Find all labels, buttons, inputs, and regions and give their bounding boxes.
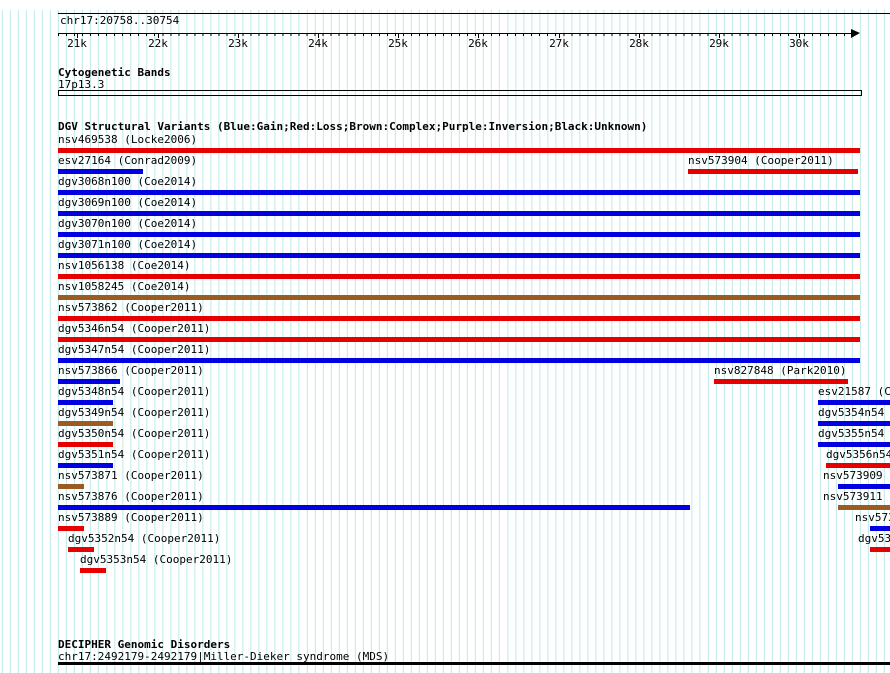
variant-bar[interactable] [58, 358, 860, 363]
variant-bar[interactable] [838, 505, 890, 510]
variant-bar[interactable] [58, 484, 84, 489]
ruler-tick [799, 33, 800, 38]
variant-bar[interactable] [58, 316, 860, 321]
ruler-tick-label: 26k [468, 37, 488, 50]
variant-label[interactable]: nsv573911 [823, 490, 883, 503]
decipher-title: DECIPHER Genomic Disorders [58, 638, 231, 651]
variant-bar[interactable] [870, 547, 890, 552]
ruler-tick [639, 33, 640, 38]
variant-label[interactable]: dgv5348n54 (Cooper2011) [58, 385, 211, 398]
variant-label[interactable]: esv21587 (Co [818, 385, 890, 398]
ruler-tick-label: 22k [148, 37, 168, 50]
variant-bar[interactable] [818, 442, 890, 447]
ruler-tick [478, 33, 479, 38]
variant-label[interactable]: esv27164 (Conrad2009) [58, 154, 198, 167]
cytoband-box[interactable] [58, 90, 862, 96]
ruler-tick-label: 23k [228, 37, 248, 50]
variant-bar[interactable] [58, 295, 860, 300]
variant-bar[interactable] [818, 421, 890, 426]
variant-label[interactable]: nsv573 [855, 511, 890, 524]
decipher-bar[interactable] [58, 662, 890, 665]
variant-label[interactable]: dgv5353n54 (Cooper2011) [80, 553, 233, 566]
variant-bar[interactable] [58, 421, 113, 426]
cytobands-title: Cytogenetic Bands [58, 66, 171, 79]
ruler-minor-ticks [58, 33, 853, 36]
decipher-entry-label[interactable]: chr17:2492179-2492179|Miller-Dieker synd… [58, 650, 390, 663]
variant-bar[interactable] [58, 253, 860, 258]
variant-label[interactable]: dgv5352n54 (Cooper2011) [68, 532, 221, 545]
variant-bar[interactable] [688, 169, 858, 174]
ruler-tick-label: 28k [629, 37, 649, 50]
variant-label[interactable]: nsv573876 (Cooper2011) [58, 490, 204, 503]
variant-bar[interactable] [870, 526, 890, 531]
variant-bar[interactable] [838, 484, 890, 489]
variant-label[interactable]: dgv5346n54 (Cooper2011) [58, 322, 211, 335]
variant-bar[interactable] [58, 148, 860, 153]
variant-label[interactable]: nsv573871 (Cooper2011) [58, 469, 204, 482]
variant-label[interactable]: nsv469538 (Locke2006) [58, 133, 198, 146]
top-divider [58, 13, 890, 14]
variant-bar[interactable] [58, 232, 860, 237]
variant-bar[interactable] [58, 505, 690, 510]
variant-label[interactable]: dgv5356n54 [826, 448, 890, 461]
variant-bar[interactable] [58, 211, 860, 216]
dgv-title: DGV Structural Variants (Blue:Gain;Red:L… [58, 120, 648, 133]
ruler-tick [158, 33, 159, 38]
ruler-tick-label: 27k [549, 37, 569, 50]
variant-bar[interactable] [58, 442, 113, 447]
ruler-tick [559, 33, 560, 38]
variant-label[interactable]: dgv3068n100 (Coe2014) [58, 175, 198, 188]
variant-label[interactable]: dgv5347n54 (Cooper2011) [58, 343, 211, 356]
ruler-tick [719, 33, 720, 38]
ruler-tick [77, 33, 78, 38]
variant-bar[interactable] [58, 190, 860, 195]
variant-label[interactable]: nsv573866 (Cooper2011) [58, 364, 204, 377]
ruler-tick-label: 21k [67, 37, 87, 50]
variant-label[interactable]: dgv5349n54 (Cooper2011) [58, 406, 211, 419]
variant-label[interactable]: nsv573909 ( [823, 469, 890, 482]
variant-label[interactable]: dgv5350n54 (Cooper2011) [58, 427, 211, 440]
variant-label[interactable]: dgv5351n54 (Cooper2011) [58, 448, 211, 461]
ruler-tick-label: 24k [308, 37, 328, 50]
variant-label[interactable]: dgv5354n54 ( [818, 406, 890, 419]
region-coordinates: chr17:20758..30754 [60, 14, 180, 27]
ruler-tick-label: 25k [388, 37, 408, 50]
variant-label[interactable]: nsv573904 (Cooper2011) [688, 154, 834, 167]
ruler-tick [398, 33, 399, 38]
ruler-tick [318, 33, 319, 38]
variant-bar[interactable] [826, 463, 890, 468]
variant-label[interactable]: dgv3071n100 (Coe2014) [58, 238, 198, 251]
ruler-tick-label: 30k [789, 37, 809, 50]
variant-label[interactable]: dgv5355n54 ( [818, 427, 890, 440]
cytoband-label[interactable]: 17p13.3 [58, 78, 105, 91]
variant-bar[interactable] [58, 337, 860, 342]
variant-bar[interactable] [58, 169, 143, 174]
variant-rows: nsv469538 (Locke2006) esv27164 (Conrad200… [0, 134, 890, 594]
variant-bar[interactable] [58, 379, 120, 384]
ruler-tick [238, 33, 239, 38]
variant-bar[interactable] [58, 274, 860, 279]
variant-label[interactable]: dgv53 [858, 532, 890, 545]
variant-label[interactable]: nsv1058245 (Coe2014) [58, 280, 191, 293]
ruler-tick-label: 29k [709, 37, 729, 50]
variant-bar[interactable] [58, 400, 113, 405]
variant-label[interactable]: dgv3070n100 (Coe2014) [58, 217, 198, 230]
variant-label[interactable]: nsv1056138 (Coe2014) [58, 259, 191, 272]
variant-label[interactable]: nsv827848 (Park2010) [714, 364, 847, 377]
variant-bar[interactable] [714, 379, 848, 384]
ruler-arrow-icon [851, 29, 860, 38]
variant-bar[interactable] [818, 400, 890, 405]
variant-label[interactable]: nsv573862 (Cooper2011) [58, 301, 204, 314]
variant-bar[interactable] [58, 463, 113, 468]
variant-bar[interactable] [68, 547, 94, 552]
variant-label[interactable]: nsv573889 (Cooper2011) [58, 511, 204, 524]
variant-bar[interactable] [58, 526, 84, 531]
variant-label[interactable]: dgv3069n100 (Coe2014) [58, 196, 198, 209]
variant-bar[interactable] [80, 568, 106, 573]
